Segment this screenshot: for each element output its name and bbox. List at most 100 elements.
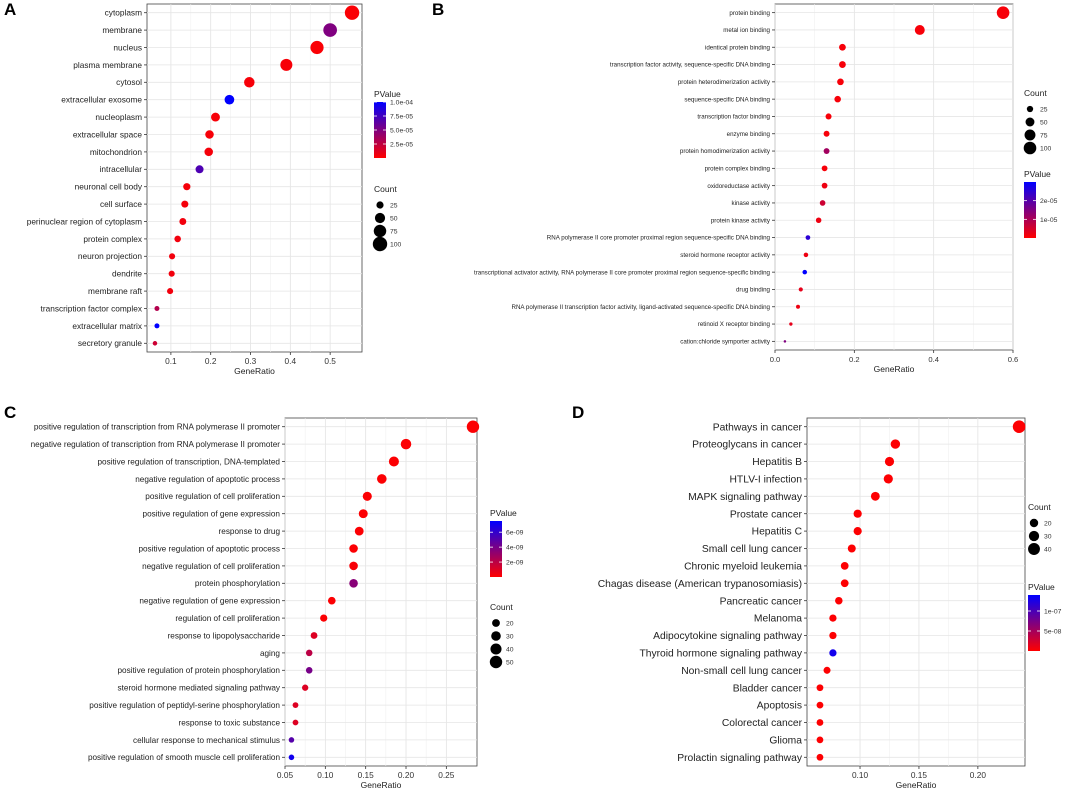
category-label: kinase activity (731, 200, 770, 207)
data-point (840, 562, 849, 570)
data-point (400, 438, 412, 450)
category-label: Chronic myeloid leukemia (684, 562, 802, 573)
data-point (152, 341, 158, 346)
legend-size-title: Count (1024, 88, 1047, 98)
category-label: perinuclear region of cytoplasm (27, 216, 142, 226)
legend-size-label: 40 (1044, 547, 1052, 554)
data-point (796, 304, 800, 309)
data-point (310, 632, 318, 639)
category-label: negative regulation of transcription fro… (31, 440, 281, 449)
data-point (305, 649, 313, 657)
category-label: metal ion binding (723, 27, 770, 34)
legend-color-label: 2e-09 (506, 560, 524, 567)
category-label: neuron projection (78, 251, 143, 261)
legend-size-label: 40 (506, 647, 514, 654)
category-label: nucleoplasm (95, 112, 142, 122)
category-label: sequence-specific DNA binding (684, 96, 770, 103)
category-label: Bladder cancer (733, 683, 803, 694)
data-point (840, 579, 849, 588)
legend-size-dot (1025, 117, 1035, 127)
category-label: transcription factor binding (697, 114, 770, 121)
category-label: Non-small cell lung cancer (681, 666, 802, 677)
plot-area (284, 417, 478, 767)
data-point (292, 702, 299, 709)
data-point (195, 165, 204, 174)
legend-size-dot (1024, 129, 1036, 141)
category-label: protein kinase activity (711, 217, 771, 224)
data-point (783, 340, 787, 343)
data-point (320, 614, 328, 622)
data-point (819, 200, 826, 206)
category-label: identical protein binding (705, 44, 771, 51)
data-point (835, 596, 843, 605)
legend-size-label: 20 (1044, 521, 1052, 528)
data-point (798, 287, 803, 292)
legend-size-title: Count (374, 184, 397, 194)
data-point (821, 182, 828, 189)
data-point (288, 737, 295, 743)
category-label: Melanoma (754, 614, 802, 625)
x-tick-label: 0.4 (928, 355, 939, 364)
legend-color-title: PValue (1024, 169, 1051, 179)
x-tick-label: 0.20 (398, 770, 415, 780)
category-label: response to toxic substance (179, 718, 281, 727)
x-tick-label: 0.2 (205, 356, 217, 366)
x-tick-label: 0.10 (317, 770, 334, 780)
data-point (288, 754, 295, 761)
data-point (323, 23, 337, 37)
category-label: Prolactin signaling pathway (677, 753, 803, 764)
legend-color-label: 2.5e-05 (390, 142, 413, 149)
x-tick-label: 0.20 (970, 770, 987, 780)
x-tick-label: 0.15 (358, 770, 375, 780)
data-point (292, 719, 299, 726)
legend-color-label: 7.5e-05 (390, 114, 413, 121)
data-point (154, 323, 160, 329)
category-label: transcription factor activity, sequence-… (610, 62, 771, 69)
data-point (890, 439, 901, 449)
panel-label-b: B (432, 0, 445, 19)
legend-size-dot (491, 631, 501, 641)
data-point (362, 491, 372, 501)
legend-size-label: 50 (1040, 120, 1048, 127)
legend-size-dot (492, 619, 500, 627)
data-point (305, 667, 313, 674)
data-point (349, 544, 358, 553)
data-point (815, 217, 822, 223)
data-point (349, 579, 358, 588)
x-tick-label: 0.2 (849, 355, 860, 364)
data-point (280, 58, 293, 71)
data-point (377, 474, 387, 484)
category-label: secretory granule (78, 338, 142, 348)
data-point (883, 474, 893, 484)
category-label: Thyroid hormone signaling pathway (639, 649, 802, 660)
category-label: positive regulation of smooth muscle cel… (88, 753, 280, 762)
x-tick-label: 0.05 (277, 770, 294, 780)
x-tick-label: 0.0 (770, 355, 781, 364)
legend-size-dot (374, 212, 386, 224)
data-point (816, 753, 824, 761)
legend-color-bar (1028, 595, 1040, 651)
legend-size-dot (372, 236, 388, 252)
legend-size-dot (376, 201, 384, 209)
category-label: membrane raft (88, 286, 143, 296)
category-label: Small cell lung cancer (702, 544, 803, 555)
data-point (996, 6, 1010, 19)
legend-color-label: 5e-08 (1044, 629, 1062, 636)
category-label: Hepatitis C (752, 527, 803, 538)
x-tick-label: 0.25 (438, 770, 455, 780)
legend-color-label: 6e-09 (506, 530, 524, 537)
data-point (789, 322, 793, 326)
data-point (816, 719, 824, 726)
data-point (839, 43, 846, 51)
legend-color-label: 5.0e-05 (390, 128, 413, 135)
category-label: response to lipopolysaccharide (168, 631, 281, 640)
legend-color-bar (1024, 182, 1036, 238)
category-label: drug binding (736, 287, 771, 294)
plot-area (806, 417, 1026, 767)
category-label: Pancreatic cancer (720, 596, 803, 607)
chart-biological-process: 0.05 0.10 0.15 0.20 0.25 positive regulation … (31, 417, 524, 790)
legend-color-label: 4e-09 (506, 545, 524, 552)
data-point (802, 269, 808, 275)
data-point (1012, 420, 1026, 433)
category-label: cytoplasm (105, 8, 142, 18)
